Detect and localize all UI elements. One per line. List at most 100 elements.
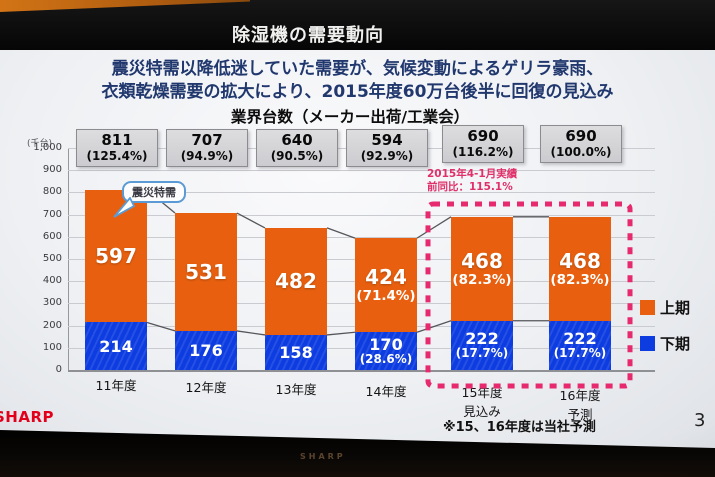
slide-title: 除湿機の需要動向 — [232, 25, 384, 46]
bar-upper-value: 531 — [185, 259, 227, 284]
bar-fy11: 597 214 — [85, 189, 147, 370]
y-axis-tick-label: 600 — [42, 230, 62, 242]
bar-fy13: 482 158 — [265, 227, 327, 370]
page-number: 3 — [694, 410, 706, 431]
bar-fy14: 424 (71.4%) 170 (28.6%) — [355, 238, 417, 370]
lower-series-label: 下期 — [660, 335, 691, 353]
y-axis-tick-label: 0 — [55, 364, 62, 375]
x-axis-label-line: 予測 — [567, 407, 593, 422]
total-pct: (125.4%) — [86, 149, 148, 163]
total-pct: (116.2%) — [452, 145, 514, 159]
footnote: ※15、16年度は当社予測 — [443, 420, 596, 435]
total-box: 690 (100.0%) — [540, 125, 622, 163]
bar-upper-pct: (82.3%) — [452, 271, 512, 288]
bar-upper-segment: 468 (82.3%) — [549, 216, 611, 321]
x-axis-label-line: 14年度 — [365, 384, 407, 399]
bar-lower-pct: (28.6%) — [359, 352, 413, 367]
gridline — [68, 192, 655, 194]
bar-lower-value: 222 — [563, 329, 597, 349]
y-axis-tick-label: 800 — [42, 186, 62, 198]
bar-upper-segment: 424 (71.4%) — [355, 238, 417, 333]
total-pct: (92.9%) — [360, 149, 414, 163]
gridline — [68, 214, 655, 216]
bar-lower-value: 158 — [279, 342, 313, 362]
trend-line-segment — [326, 331, 356, 336]
bar-lower-segment: 214 — [85, 322, 147, 370]
bar-upper-value: 468 — [559, 248, 601, 273]
headline-line1: 震災特需以降低迷していた需要が、気候変動によるゲリラ豪雨、 — [111, 59, 604, 79]
x-axis-label-line: 11年度 — [95, 378, 137, 393]
bar-lower-segment: 170 (28.6%) — [355, 332, 417, 370]
gridline — [68, 370, 655, 372]
bar-lower-value: 222 — [465, 329, 499, 349]
total-box: 690 (116.2%) — [442, 125, 524, 163]
bar-fy12: 531 176 — [175, 213, 237, 370]
bar-upper-segment: 468 (82.3%) — [451, 216, 513, 321]
bar-lower-value: 170 — [369, 335, 403, 355]
bar-lower-value: 176 — [189, 340, 223, 360]
slide: 震災特需以降低迷していた需要が、気候変動によるゲリラ豪雨、 衣類乾燥需要の拡大に… — [0, 50, 715, 448]
y-axis-tick-label: 500 — [42, 253, 62, 264]
trend-line-segment — [236, 330, 266, 336]
x-axis-label: 13年度 — [248, 380, 344, 399]
lower-series-swatch-icon — [640, 336, 655, 351]
y-axis-tick-label: 700 — [42, 208, 62, 220]
x-axis-label: 12年度 — [158, 378, 254, 397]
total-value: 690 — [565, 127, 597, 145]
bar-upper-value: 482 — [275, 269, 317, 294]
bar-lower-pct: (17.7%) — [553, 346, 607, 361]
y-axis-unit-label: (千台) — [27, 139, 53, 149]
total-pct: (90.5%) — [270, 149, 324, 163]
bar-lower-pct: (17.7%) — [455, 346, 509, 361]
bar-lower-segment: 222 (17.7%) — [549, 320, 611, 370]
upper-series-label: 上期 — [660, 299, 691, 317]
bar-upper-pct: (71.4%) — [356, 288, 416, 305]
bezel-brand-logo: SHARP — [300, 452, 346, 461]
bar-lower-segment: 176 — [175, 330, 237, 370]
total-box: 640 (90.5%) — [256, 129, 338, 167]
headline-statement: 震災特需以降低迷していた需要が、気候変動によるゲリラ豪雨、 衣類乾燥需要の拡大に… — [0, 58, 715, 104]
headline-line2: 衣類乾燥需要の拡大により、2015年度60万台後半に回復の見込み — [101, 82, 614, 102]
bar-upper-segment: 482 — [265, 227, 327, 335]
total-pct: (94.9%) — [180, 149, 234, 163]
callout-text: 震災特需 — [132, 186, 176, 199]
x-axis-label-line: 15年度 — [461, 385, 503, 400]
y-axis-tick-label: 300 — [42, 297, 62, 309]
legend-item-lower: 下期 — [640, 333, 690, 354]
bar-lower-segment: 158 — [265, 334, 327, 370]
sharp-logo: SHARP — [0, 408, 55, 426]
x-axis-label: 16年度予測 — [532, 386, 628, 424]
bar-lower-segment: 222 (17.7%) — [451, 320, 513, 370]
y-axis-tick-label: 900 — [42, 164, 62, 176]
gridline — [68, 170, 655, 172]
annotation-line2: 前同比：115.1% — [427, 181, 513, 193]
gridline — [68, 236, 655, 238]
bar-fy16: 468 (82.3%) 222 (17.7%) — [549, 216, 611, 370]
total-value: 690 — [467, 127, 499, 145]
bar-upper-value: 424 — [365, 265, 407, 290]
trend-line-segment — [416, 216, 452, 239]
total-value: 640 — [281, 131, 313, 149]
bar-upper-segment: 597 — [85, 189, 147, 323]
x-axis-label: 14年度 — [338, 382, 434, 401]
bar-upper-pct: (82.3%) — [550, 271, 610, 288]
chart-title: 業界台数（メーカー出荷/工業会） — [230, 108, 470, 126]
x-axis-label-line: 13年度 — [275, 382, 317, 397]
y-axis-tick-label: 400 — [42, 275, 62, 287]
x-axis-label-line: 16年度 — [559, 388, 601, 403]
total-box: 707 (94.9%) — [166, 129, 248, 167]
x-axis-label: 15年度見込み — [434, 383, 530, 421]
x-axis-label-line: 見込み — [463, 404, 501, 419]
callout-tail — [113, 197, 136, 218]
bar-fy15: 468 (82.3%) 222 (17.7%) — [451, 216, 513, 370]
bar-upper-segment: 531 — [175, 213, 237, 331]
bar-lower-value: 214 — [99, 336, 133, 356]
slide-title-band: 除湿機の需要動向 — [0, 0, 715, 50]
bar-upper-value: 597 — [95, 244, 137, 269]
y-axis-tick-label: 200 — [42, 319, 62, 331]
legend-item-upper: 上期 — [640, 297, 690, 318]
y-axis-tick-label: 100 — [42, 341, 62, 353]
upper-series-swatch-icon — [640, 300, 655, 315]
x-axis-label: 11年度 — [68, 376, 164, 395]
